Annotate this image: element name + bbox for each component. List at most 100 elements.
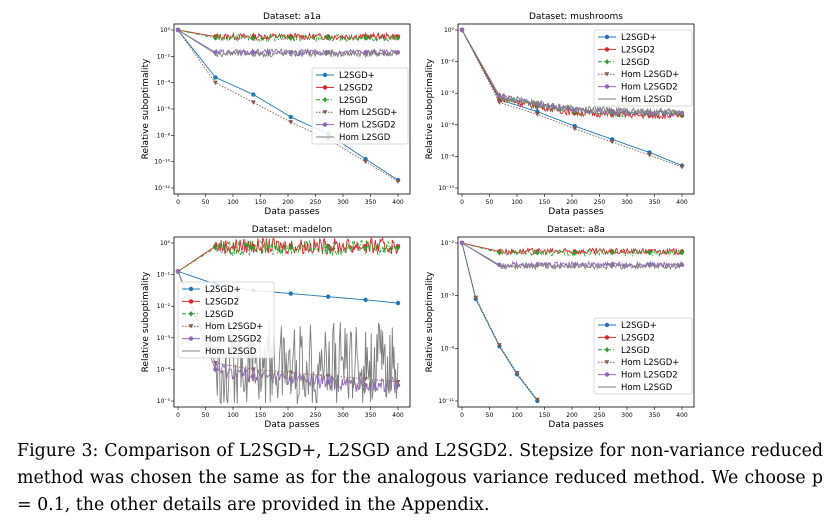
legend-marker bbox=[604, 347, 610, 353]
y-tick-label: 10⁰ bbox=[160, 240, 171, 247]
x-tick-label: 100 bbox=[227, 412, 239, 419]
x-tick-label: 200 bbox=[282, 412, 294, 419]
y-axis-label: Relative suboptimality bbox=[425, 271, 435, 372]
y-axis-label: Relative suboptimality bbox=[141, 271, 151, 372]
chart-title: Dataset: a8a bbox=[547, 225, 605, 235]
series-line bbox=[177, 237, 399, 272]
data-point bbox=[395, 35, 401, 41]
y-tick-label: 10⁻¹ bbox=[157, 272, 171, 279]
legend-marker bbox=[604, 59, 610, 65]
legend-label: L2SGD2 bbox=[205, 297, 239, 307]
data-point bbox=[250, 100, 256, 105]
legend-label: Hom L2SGD+ bbox=[621, 358, 679, 368]
legend-box bbox=[593, 317, 693, 395]
x-tick-label: 400 bbox=[392, 412, 404, 419]
caption-label: Figure 3: bbox=[17, 441, 99, 461]
data-point bbox=[609, 249, 615, 256]
y-tick-label: 10⁰ bbox=[160, 27, 171, 34]
x-tick-label: 100 bbox=[511, 199, 523, 206]
legend-label: L2SGD+ bbox=[339, 71, 375, 81]
legend-marker bbox=[604, 322, 610, 328]
data-point bbox=[363, 159, 368, 165]
legend-box bbox=[593, 29, 693, 107]
y-tick-label: 10⁻⁸ bbox=[441, 345, 455, 352]
data-point bbox=[679, 164, 685, 170]
chart-3: Dataset: madelon 0 50 100 150 200 250 300 350 400… bbox=[141, 225, 411, 430]
data-point bbox=[213, 244, 218, 251]
x-tick-label: 200 bbox=[566, 199, 578, 206]
data-point bbox=[572, 249, 577, 256]
series-line bbox=[461, 29, 683, 116]
legend-box bbox=[177, 281, 275, 359]
x-axis-label: Data passes bbox=[548, 420, 603, 430]
chart-title: Dataset: mushrooms bbox=[529, 12, 623, 22]
x-tick-label: 150 bbox=[255, 412, 267, 419]
y-tick-label: 10⁻² bbox=[441, 240, 455, 247]
y-tick-label: 10⁻⁸ bbox=[441, 153, 455, 160]
legend-label: Hom L2SGD2 bbox=[339, 121, 396, 131]
plot-area bbox=[175, 27, 401, 184]
data-point bbox=[647, 249, 652, 256]
data-point bbox=[213, 75, 218, 80]
plot-area bbox=[459, 240, 685, 404]
data-point bbox=[679, 249, 685, 256]
y-tick-label: 10⁻² bbox=[157, 303, 171, 310]
plot-area bbox=[459, 27, 685, 170]
plot-frame bbox=[457, 23, 695, 195]
data-point bbox=[363, 297, 368, 303]
data-point bbox=[251, 50, 256, 55]
x-tick-label: 350 bbox=[365, 412, 377, 419]
x-tick-label: 350 bbox=[365, 199, 377, 206]
data-point bbox=[288, 120, 294, 125]
legend-label: Hom L2SGD+ bbox=[339, 108, 397, 118]
data-point bbox=[395, 244, 401, 251]
y-tick-label: 10⁻¹⁰ bbox=[154, 159, 170, 166]
legend-label: Hom L2SGD2 bbox=[621, 371, 678, 381]
legend-label: L2SGD+ bbox=[205, 285, 241, 295]
legend-marker bbox=[188, 311, 194, 317]
data-point bbox=[497, 100, 502, 105]
legend-marker bbox=[322, 72, 328, 78]
legend-marker bbox=[604, 34, 610, 40]
x-tick-label: 300 bbox=[621, 412, 633, 419]
legend-marker bbox=[604, 84, 610, 89]
x-tick-label: 350 bbox=[649, 412, 661, 419]
x-tick-label: 250 bbox=[310, 199, 322, 206]
series-line bbox=[177, 271, 399, 405]
legend-label: Hom L2SGD bbox=[205, 347, 257, 357]
x-tick-label: 300 bbox=[337, 199, 349, 206]
legend-label: L2SGD+ bbox=[621, 33, 657, 43]
legend-box bbox=[311, 67, 409, 145]
y-tick-label: 10⁰ bbox=[444, 27, 455, 34]
data-point bbox=[609, 139, 615, 145]
data-point bbox=[363, 244, 368, 251]
x-tick-label: 100 bbox=[227, 199, 239, 206]
legend-label: Hom L2SGD bbox=[621, 95, 673, 105]
x-tick-label: 200 bbox=[566, 412, 578, 419]
plot-area bbox=[175, 237, 401, 405]
y-tick-label: 10⁻¹² bbox=[154, 185, 170, 192]
y-tick-label: 10⁻² bbox=[157, 53, 171, 60]
x-tick-label: 400 bbox=[676, 412, 688, 419]
legend-label: Hom L2SGD+ bbox=[621, 70, 679, 80]
chart-title: Dataset: a1a bbox=[263, 12, 321, 22]
y-tick-label: 10⁻⁵ bbox=[441, 293, 455, 300]
caption-text: Comparison of L2SGD+, L2SGD and L2SGD2. … bbox=[17, 441, 823, 515]
x-tick-label: 0 bbox=[176, 199, 180, 206]
data-point bbox=[213, 80, 218, 86]
x-tick-label: 250 bbox=[310, 412, 322, 419]
legend-label: L2SGD bbox=[621, 58, 650, 68]
legend-label: L2SGD+ bbox=[621, 321, 657, 331]
legend-marker bbox=[604, 360, 610, 365]
data-point bbox=[251, 244, 256, 251]
x-tick-label: 250 bbox=[594, 412, 606, 419]
legend-label: Hom L2SGD2 bbox=[205, 335, 262, 345]
y-tick-label: 10⁻⁶ bbox=[157, 106, 171, 113]
legend-marker bbox=[604, 335, 610, 340]
figure-3: Dataset: a1a 0 50 100 150 200 250 300 350 400 10⁰ 1… bbox=[141, 12, 695, 430]
x-axis-label: Data passes bbox=[264, 207, 319, 217]
data-point bbox=[251, 92, 256, 97]
y-axis-label: Relative suboptimality bbox=[425, 58, 435, 159]
legend-label: L2SGD bbox=[621, 346, 650, 356]
legend-label: L2SGD2 bbox=[621, 333, 655, 343]
